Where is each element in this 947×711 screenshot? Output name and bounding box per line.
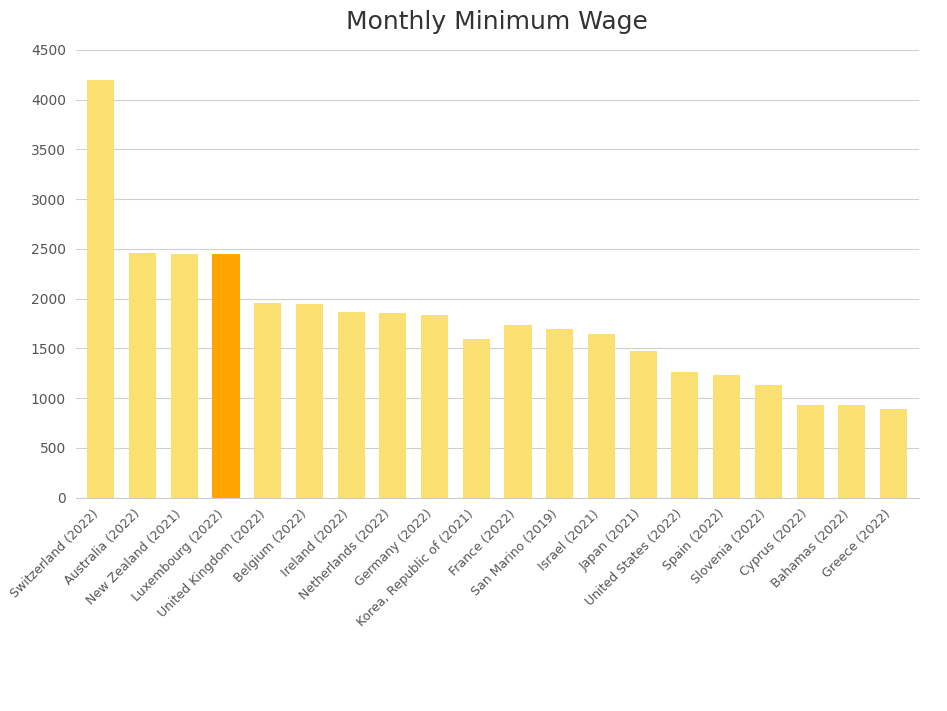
Bar: [880, 409, 907, 498]
Bar: [129, 253, 156, 498]
Bar: [713, 375, 741, 498]
Bar: [463, 339, 490, 498]
Bar: [546, 329, 573, 498]
Bar: [87, 80, 115, 498]
Bar: [212, 254, 240, 498]
Bar: [421, 314, 448, 498]
Bar: [588, 334, 615, 498]
Bar: [630, 351, 657, 498]
Bar: [838, 405, 866, 498]
Bar: [755, 385, 782, 498]
Bar: [295, 304, 323, 498]
Title: Monthly Minimum Wage: Monthly Minimum Wage: [347, 10, 648, 34]
Bar: [796, 405, 824, 498]
Bar: [337, 311, 365, 498]
Bar: [380, 313, 406, 498]
Bar: [505, 324, 531, 498]
Bar: [671, 372, 699, 498]
Bar: [170, 254, 198, 498]
Bar: [254, 303, 281, 498]
